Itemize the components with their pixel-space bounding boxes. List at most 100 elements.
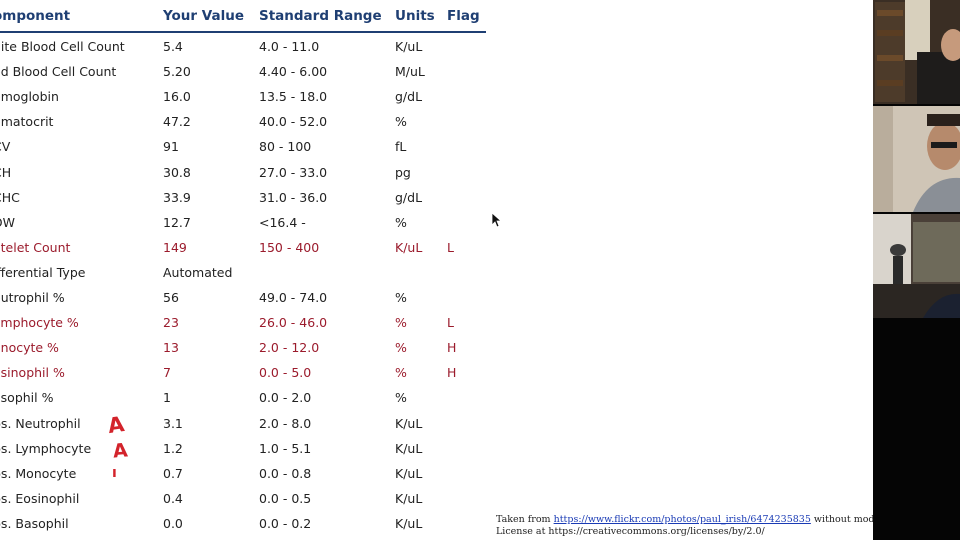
units-cell: % bbox=[395, 215, 407, 230]
units-cell: K/uL bbox=[395, 466, 423, 481]
range-cell: 2.0 - 8.0 bbox=[259, 416, 312, 431]
component-cell: ymphocyte % bbox=[0, 315, 79, 330]
table-row: osinophil % 7 0.0 - 5.0% H bbox=[0, 365, 490, 387]
range-cell: 2.0 - 12.0 bbox=[259, 340, 320, 355]
units-cell: g/dL bbox=[395, 89, 423, 104]
table-row: ed Blood Cell Count 5.20 4.40 - 6.00 M/uL bbox=[0, 64, 490, 86]
handwritten-mark-lymphocyte: A bbox=[112, 439, 129, 463]
range-cell: 26.0 - 46.0 bbox=[259, 315, 328, 330]
units-cell: fL bbox=[395, 139, 407, 154]
component-cell: asophil % bbox=[0, 390, 54, 405]
header-divider bbox=[0, 31, 486, 33]
units-cell: K/uL bbox=[395, 240, 423, 255]
table-row: bs. Basophil 0.0 0.0 - 0.2 K/uL bbox=[0, 516, 490, 538]
table-row: emoglobin 16.0 13.5 - 18.0 g/dL bbox=[0, 89, 490, 111]
header-your-value: Your Value bbox=[163, 8, 244, 24]
value-cell: 12.7 bbox=[163, 215, 191, 230]
table-row: bs. Neutrophil 3.1 2.0 - 8.0 K/uL bbox=[0, 416, 490, 438]
component-cell: bs. Lymphocyte bbox=[0, 441, 92, 456]
range-cell: 40.0 - 52.0 bbox=[259, 114, 328, 129]
component-cell: ematocrit bbox=[0, 114, 54, 129]
component-cell: CHC bbox=[0, 190, 20, 205]
units-cell: % bbox=[395, 390, 407, 405]
video-call-strip bbox=[873, 0, 960, 540]
header-units: Units bbox=[395, 8, 435, 24]
table-row: CV 91 80 - 100 fL bbox=[0, 139, 490, 161]
units-cell: K/uL bbox=[395, 39, 423, 54]
units-cell: K/uL bbox=[395, 516, 423, 531]
value-cell: 7 bbox=[163, 365, 171, 380]
units-cell: % bbox=[395, 290, 407, 305]
units-cell: % bbox=[395, 315, 407, 330]
range-cell: <16.4 - bbox=[259, 215, 306, 230]
component-cell: eutrophil % bbox=[0, 290, 65, 305]
value-cell: 91 bbox=[163, 139, 179, 154]
table-row: ymphocyte % 23 26.0 - 46.0% L bbox=[0, 315, 490, 337]
value-cell: 149 bbox=[163, 240, 187, 255]
table-row: hite Blood Cell Count 5.4 4.0 - 11.0 K/uL bbox=[0, 39, 490, 61]
component-cell: CH bbox=[0, 165, 12, 180]
range-cell: 1.0 - 5.1 bbox=[259, 441, 312, 456]
video-tile-participant-2[interactable] bbox=[873, 106, 960, 212]
table-row: ifferential Type Automated bbox=[0, 265, 490, 287]
value-cell: 0.4 bbox=[163, 491, 183, 506]
table-row: DW 12.7 <16.4 -% bbox=[0, 215, 490, 237]
component-cell: onocyte % bbox=[0, 340, 59, 355]
table-row: atelet Count 149 150 - 400 K/uL L bbox=[0, 240, 490, 262]
component-cell: DW bbox=[0, 215, 15, 230]
range-cell: 150 - 400 bbox=[259, 240, 320, 255]
table-row: CH 30.8 27.0 - 33.0 pg bbox=[0, 165, 490, 187]
header-flag: Flag bbox=[447, 8, 480, 24]
component-cell: ed Blood Cell Count bbox=[0, 64, 117, 79]
credit-prefix: Taken from bbox=[496, 514, 551, 525]
units-cell: K/uL bbox=[395, 491, 423, 506]
value-cell: 56 bbox=[163, 290, 179, 305]
table-row: onocyte % 13 2.0 - 12.0% H bbox=[0, 340, 490, 362]
units-cell: % bbox=[395, 114, 407, 129]
value-cell: 16.0 bbox=[163, 89, 191, 104]
units-cell: % bbox=[395, 340, 407, 355]
handwritten-mark-neutrophil: A bbox=[106, 411, 126, 439]
range-cell: 80 - 100 bbox=[259, 139, 312, 154]
credit-license: License at https://creativecommons.org/l… bbox=[496, 525, 765, 537]
value-cell: 1.2 bbox=[163, 441, 183, 456]
flag-cell: H bbox=[447, 365, 457, 380]
credit-link[interactable]: https://www.flickr.com/photos/paul_irish… bbox=[553, 514, 811, 525]
value-cell: 13 bbox=[163, 340, 179, 355]
range-cell: 4.40 - 6.00 bbox=[259, 64, 328, 79]
handwritten-mark-monocyte: ı bbox=[112, 465, 117, 481]
component-cell: hite Blood Cell Count bbox=[0, 39, 125, 54]
value-cell: 33.9 bbox=[163, 190, 191, 205]
flag-cell: L bbox=[447, 240, 454, 255]
range-cell: 13.5 - 18.0 bbox=[259, 89, 328, 104]
mouse-cursor-icon bbox=[491, 212, 501, 228]
range-cell: 0.0 - 2.0 bbox=[259, 390, 312, 405]
component-cell: bs. Neutrophil bbox=[0, 416, 81, 431]
table-row: eutrophil % 56 49.0 - 74.0% bbox=[0, 290, 490, 312]
component-cell: bs. Monocyte bbox=[0, 466, 77, 481]
units-cell: g/dL bbox=[395, 190, 423, 205]
table-row: bs. Eosinophil 0.4 0.0 - 0.5 K/uL bbox=[0, 491, 490, 513]
table-row: CHC 33.9 31.0 - 36.0 g/dL bbox=[0, 190, 490, 212]
range-cell: 0.0 - 0.8 bbox=[259, 466, 312, 481]
component-cell: emoglobin bbox=[0, 89, 59, 104]
units-cell: % bbox=[395, 365, 407, 380]
header-component: omponent bbox=[0, 8, 71, 24]
component-cell: bs. Eosinophil bbox=[0, 491, 80, 506]
video-tile-participant-3[interactable] bbox=[873, 214, 960, 318]
image-credit: Taken from https://www.flickr.com/photos… bbox=[496, 514, 921, 537]
table-row: asophil % 1 0.0 - 2.0% bbox=[0, 390, 490, 412]
value-cell: 30.8 bbox=[163, 165, 191, 180]
table-row: bs. Monocyte 0.7 0.0 - 0.8 K/uL bbox=[0, 466, 490, 488]
value-cell: 5.4 bbox=[163, 39, 183, 54]
value-cell: 1 bbox=[163, 390, 171, 405]
value-cell: 5.20 bbox=[163, 64, 191, 79]
range-cell: 0.0 - 0.2 bbox=[259, 516, 312, 531]
component-cell: osinophil % bbox=[0, 365, 65, 380]
range-cell: 27.0 - 33.0 bbox=[259, 165, 328, 180]
range-cell: 31.0 - 36.0 bbox=[259, 190, 328, 205]
range-cell: 0.0 - 0.5 bbox=[259, 491, 312, 506]
video-tile-participant-1[interactable] bbox=[873, 0, 960, 104]
component-cell: CV bbox=[0, 139, 11, 154]
flag-cell: L bbox=[447, 315, 454, 330]
